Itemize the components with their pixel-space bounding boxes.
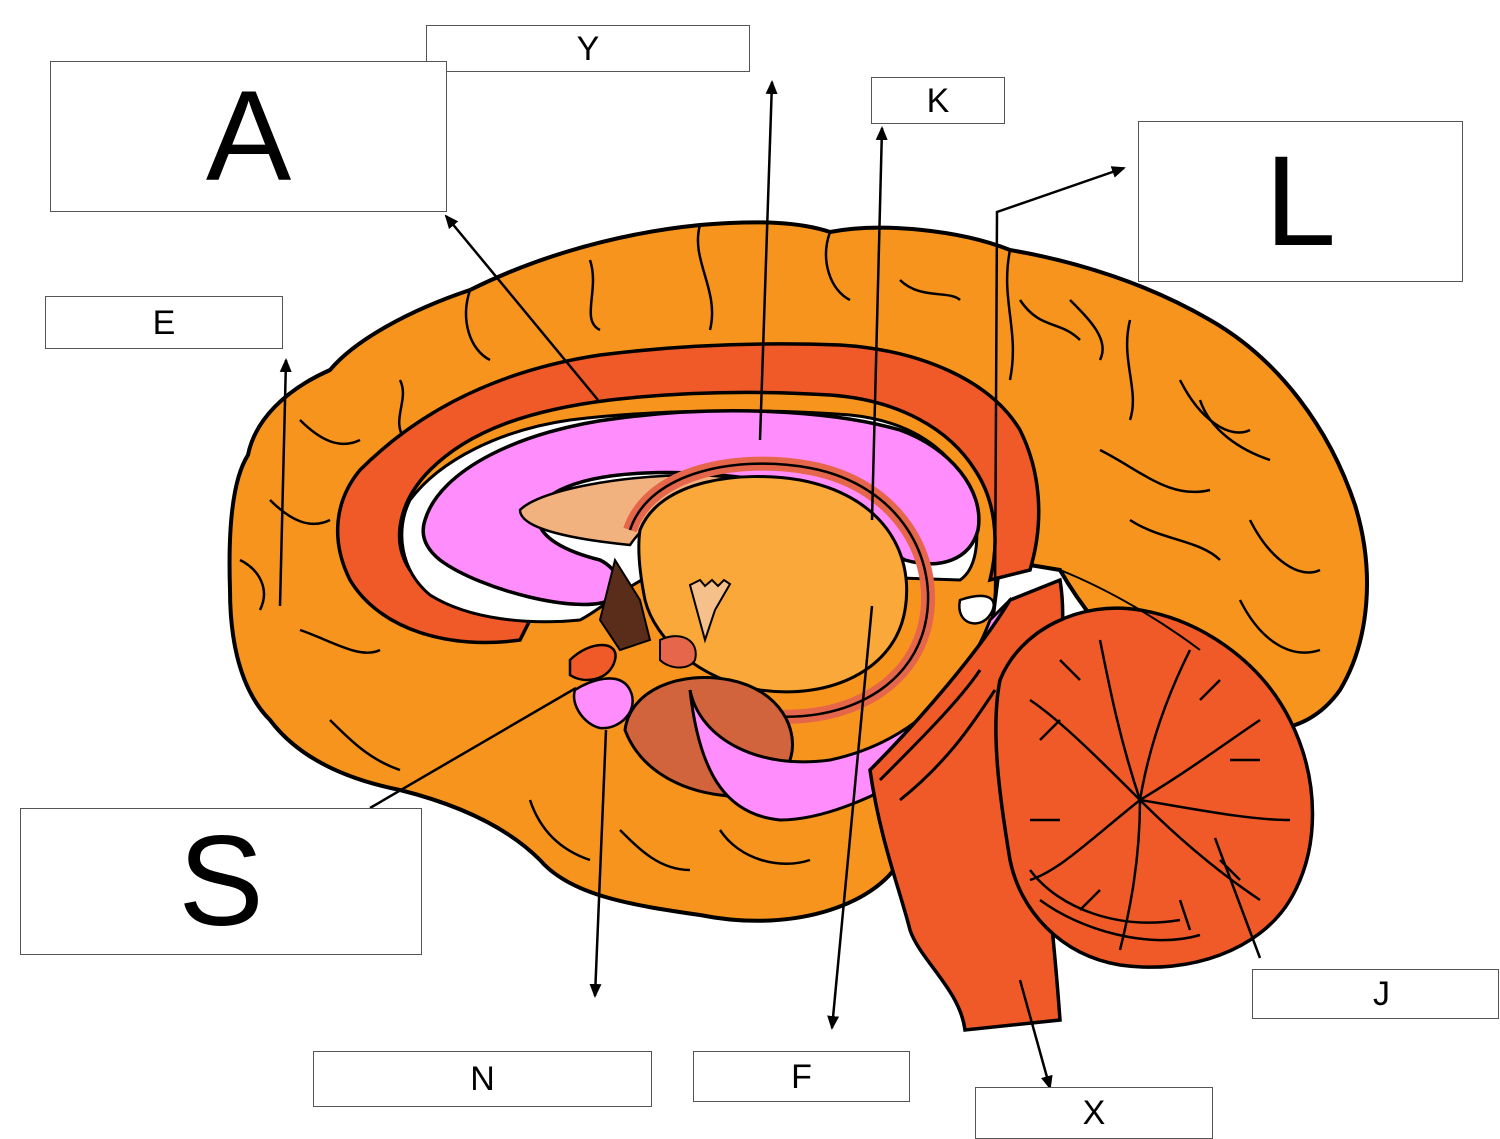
label-j: J xyxy=(1373,975,1390,1013)
label-box-k: K xyxy=(871,77,1005,124)
arrow-J xyxy=(1213,837,1262,959)
arrow-L xyxy=(993,166,1126,601)
label-x: X xyxy=(1082,1094,1106,1132)
label-box-a: A xyxy=(50,61,447,212)
arrow-S xyxy=(369,686,577,810)
label-box-e: E xyxy=(45,296,283,349)
arrow-K xyxy=(870,126,888,521)
cerebral-aqueduct xyxy=(958,594,995,625)
arbor-vitae xyxy=(1029,639,1291,951)
cortex-sulci xyxy=(239,224,1321,872)
label-s: S xyxy=(178,809,264,953)
mammillary-body xyxy=(659,635,697,669)
arrow-X xyxy=(1018,979,1053,1090)
label-box-x: X xyxy=(975,1087,1213,1139)
tentorium-line xyxy=(1059,569,1201,651)
label-box-j: J xyxy=(1252,969,1499,1019)
hypothalamus xyxy=(598,557,652,652)
arrow-Y xyxy=(758,80,778,441)
label-box-l: L xyxy=(1138,121,1463,282)
pons-line xyxy=(878,669,982,782)
leader-lines xyxy=(278,80,1262,1090)
label-box-y: Y xyxy=(426,25,750,72)
choroid-plexus xyxy=(688,578,732,644)
arrow-F xyxy=(827,605,874,1030)
label-f: F xyxy=(791,1057,812,1096)
label-n: N xyxy=(470,1060,495,1098)
pons-line-2 xyxy=(899,689,997,802)
label-box-f: F xyxy=(693,1051,910,1102)
stria-outline xyxy=(628,462,930,718)
optic-chiasm xyxy=(568,643,617,682)
label-l: L xyxy=(1264,129,1337,273)
label-box-s: S xyxy=(20,808,422,955)
arrow-E xyxy=(278,358,292,607)
arrow-A xyxy=(444,214,599,401)
label-box-n: N xyxy=(313,1051,652,1107)
label-y: Y xyxy=(576,29,600,68)
label-e: E xyxy=(152,303,176,342)
label-a: A xyxy=(205,64,292,208)
label-k: K xyxy=(926,81,950,120)
arrow-N xyxy=(589,729,608,998)
